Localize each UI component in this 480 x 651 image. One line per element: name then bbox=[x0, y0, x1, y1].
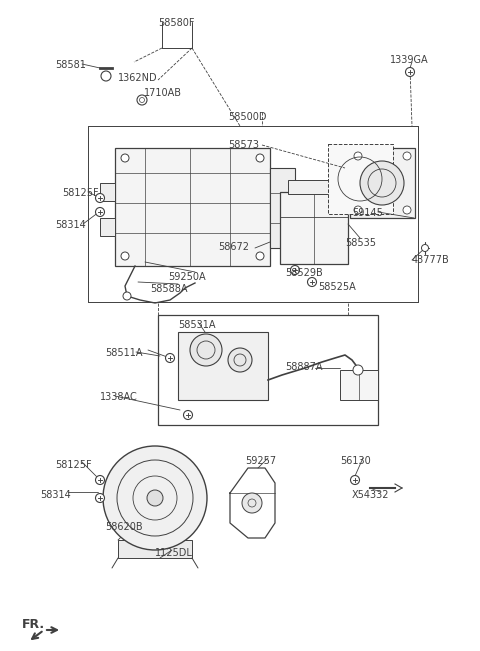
Text: 58314: 58314 bbox=[40, 490, 71, 500]
Circle shape bbox=[242, 493, 262, 513]
Circle shape bbox=[147, 490, 163, 506]
Bar bbox=[178, 332, 268, 400]
Text: 58314: 58314 bbox=[55, 220, 86, 230]
Circle shape bbox=[96, 208, 105, 217]
Circle shape bbox=[290, 266, 300, 275]
Circle shape bbox=[96, 493, 105, 503]
Bar bbox=[158, 315, 378, 425]
Text: 58500D: 58500D bbox=[228, 112, 266, 122]
Text: 59257: 59257 bbox=[245, 456, 276, 466]
Text: 1125DL: 1125DL bbox=[155, 548, 193, 558]
Text: 1338AC: 1338AC bbox=[100, 392, 138, 402]
Circle shape bbox=[101, 71, 111, 81]
Bar bbox=[288, 180, 340, 194]
Text: 59145: 59145 bbox=[352, 208, 383, 218]
Text: X54332: X54332 bbox=[352, 490, 389, 500]
Circle shape bbox=[353, 365, 363, 375]
Circle shape bbox=[166, 353, 175, 363]
Text: 58580F: 58580F bbox=[158, 18, 194, 28]
Circle shape bbox=[406, 68, 415, 77]
Text: 58887A: 58887A bbox=[285, 362, 323, 372]
Circle shape bbox=[403, 152, 411, 160]
Circle shape bbox=[354, 206, 362, 214]
Circle shape bbox=[354, 152, 362, 160]
Circle shape bbox=[96, 193, 105, 202]
Bar bbox=[270, 168, 295, 248]
Circle shape bbox=[360, 161, 404, 205]
Bar bbox=[280, 192, 348, 264]
Circle shape bbox=[256, 252, 264, 260]
Bar bbox=[115, 148, 270, 266]
Text: 58672: 58672 bbox=[218, 242, 249, 252]
Circle shape bbox=[96, 475, 105, 484]
Text: 58529B: 58529B bbox=[285, 268, 323, 278]
Text: 1710AB: 1710AB bbox=[144, 88, 182, 98]
Text: 58588A: 58588A bbox=[150, 284, 188, 294]
Circle shape bbox=[183, 411, 192, 419]
Text: 58125F: 58125F bbox=[62, 188, 98, 198]
Text: 58525A: 58525A bbox=[318, 282, 356, 292]
Text: 1362ND: 1362ND bbox=[118, 73, 157, 83]
Bar bbox=[100, 183, 115, 201]
Text: 58535: 58535 bbox=[345, 238, 376, 248]
Text: 43777B: 43777B bbox=[412, 255, 450, 265]
Circle shape bbox=[308, 277, 316, 286]
Text: 58581: 58581 bbox=[55, 60, 86, 70]
Text: 58620B: 58620B bbox=[105, 522, 143, 532]
Circle shape bbox=[190, 334, 222, 366]
Bar bbox=[100, 218, 115, 236]
Circle shape bbox=[421, 245, 429, 251]
Text: FR.: FR. bbox=[22, 618, 45, 631]
Bar bbox=[328, 144, 393, 214]
Circle shape bbox=[403, 206, 411, 214]
Bar bbox=[350, 148, 415, 218]
Text: 56130: 56130 bbox=[340, 456, 371, 466]
Circle shape bbox=[121, 154, 129, 162]
Circle shape bbox=[121, 252, 129, 260]
Circle shape bbox=[123, 292, 131, 300]
Circle shape bbox=[256, 154, 264, 162]
Circle shape bbox=[228, 348, 252, 372]
Bar bbox=[340, 370, 378, 400]
Text: 59250A: 59250A bbox=[168, 272, 205, 282]
Circle shape bbox=[137, 95, 147, 105]
Bar bbox=[118, 540, 192, 558]
Text: 1339GA: 1339GA bbox=[390, 55, 429, 65]
Text: 58531A: 58531A bbox=[178, 320, 216, 330]
Text: 58125F: 58125F bbox=[55, 460, 92, 470]
Circle shape bbox=[350, 475, 360, 484]
Text: 58573: 58573 bbox=[228, 140, 259, 150]
Text: 58511A: 58511A bbox=[105, 348, 143, 358]
Circle shape bbox=[103, 446, 207, 550]
